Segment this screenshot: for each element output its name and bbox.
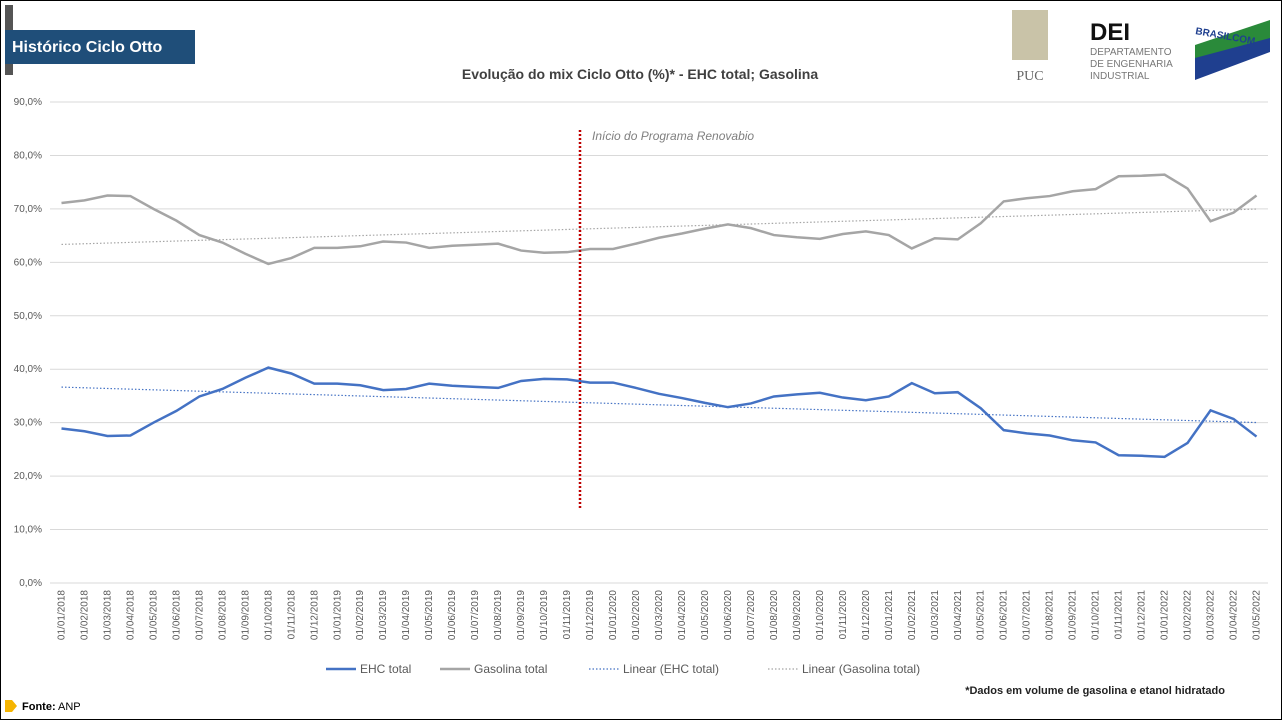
x-tick-label: 01/04/2019: [401, 590, 412, 640]
x-tick-label: 01/04/2018: [125, 590, 136, 640]
x-tick-label: 01/12/2019: [585, 590, 596, 640]
x-tick-label: 01/09/2018: [240, 590, 251, 640]
x-tick-label: 01/02/2019: [355, 590, 366, 640]
x-tick-label: 01/06/2021: [999, 590, 1010, 640]
legend-label: Linear (EHC total): [623, 662, 719, 676]
x-tick-label: 01/08/2018: [217, 590, 228, 640]
x-tick-label: 01/10/2019: [539, 590, 550, 640]
series-line: [61, 366, 1258, 459]
x-tick-label: 01/12/2018: [309, 590, 320, 640]
y-tick-label: 30,0%: [14, 418, 42, 429]
x-tick-label: 01/01/2019: [332, 590, 343, 640]
source-label: Fonte:: [22, 701, 56, 713]
x-tick-label: 01/09/2021: [1068, 590, 1079, 640]
y-tick-label: 0,0%: [19, 578, 42, 589]
puc-text: PUC: [1016, 69, 1043, 84]
x-tick-label: 01/01/2018: [56, 590, 67, 640]
dei-text: DEI: [1090, 19, 1130, 46]
x-tick-label: 01/02/2018: [79, 590, 90, 640]
y-tick-label: 60,0%: [14, 257, 42, 268]
y-tick-label: 10,0%: [14, 525, 42, 536]
dei-sub: INDUSTRIAL: [1090, 71, 1150, 82]
legend-label: EHC total: [360, 662, 411, 676]
x-tick-label: 01/01/2022: [1160, 590, 1171, 640]
x-tick-label: 01/05/2020: [700, 590, 711, 640]
x-tick-label: 01/09/2019: [516, 590, 527, 640]
x-tick-label: 01/06/2020: [723, 590, 734, 640]
x-tick-label: 01/04/2022: [1229, 590, 1240, 640]
footnote: *Dados em volume de gasolina e etanol hi…: [965, 685, 1225, 697]
x-tick-label: 01/06/2018: [171, 590, 182, 640]
y-tick-label: 70,0%: [14, 204, 42, 215]
x-tick-label: 01/10/2018: [263, 590, 274, 640]
x-tick-label: 01/06/2019: [447, 590, 458, 640]
brasilcom-logo: [1195, 38, 1270, 80]
x-tick-label: 01/11/2019: [562, 590, 573, 640]
x-tick-label: 01/07/2019: [470, 590, 481, 640]
x-tick-label: 01/07/2021: [1022, 590, 1033, 640]
x-tick-label: 01/10/2021: [1091, 590, 1102, 640]
x-tick-label: 01/12/2021: [1137, 590, 1148, 640]
x-tick-label: 01/10/2020: [815, 590, 826, 640]
source-text: ANP: [58, 701, 81, 713]
x-tick-label: 01/03/2022: [1206, 590, 1217, 640]
x-tick-label: 01/07/2020: [746, 590, 757, 640]
x-tick-label: 01/04/2021: [953, 590, 964, 640]
header-box: [5, 30, 195, 64]
legend-label: Gasolina total: [474, 662, 547, 676]
x-tick-label: 01/04/2020: [677, 590, 688, 640]
dei-sub: DEPARTAMENTO: [1090, 47, 1172, 58]
legend-label: Linear (Gasolina total): [802, 662, 920, 676]
x-tick-label: 01/03/2018: [102, 590, 113, 640]
x-tick-label: 01/09/2020: [792, 590, 803, 640]
x-tick-label: 01/03/2019: [378, 590, 389, 640]
dei-sub: DE ENGENHARIA: [1090, 59, 1173, 70]
x-tick-label: 01/01/2021: [884, 590, 895, 640]
series-line: [61, 173, 1258, 266]
x-tick-label: 01/02/2022: [1183, 590, 1194, 640]
x-tick-label: 01/08/2019: [493, 590, 504, 640]
x-tick-label: 01/11/2018: [286, 590, 297, 640]
plot: 0,0% 10,0% 20,0% 30,0% 40,0% 50,0% 60,0% 70,0% 8…: [14, 97, 1268, 676]
y-tick-label: 50,0%: [14, 311, 42, 322]
x-tick-label: 01/02/2021: [907, 590, 918, 640]
x-tick-label: 01/02/2020: [631, 590, 642, 640]
x-tick-label: 01/05/2019: [424, 590, 435, 640]
x-tick-label: 01/03/2021: [930, 590, 941, 640]
x-tick-label: 01/11/2021: [1114, 590, 1125, 640]
x-tick-label: 01/12/2020: [861, 590, 872, 640]
x-tick-label: 01/08/2020: [769, 590, 780, 640]
header-title: Histórico Ciclo Otto: [12, 39, 162, 56]
annotation: Início do Programa Renovabio: [592, 129, 754, 143]
chart-title: Evolução do mix Ciclo Otto (%)* - EHC to…: [462, 66, 818, 82]
x-tick-label: 01/08/2021: [1045, 590, 1056, 640]
x-tick-label: 01/05/2021: [976, 590, 987, 640]
puc-logo: [1012, 10, 1048, 60]
x-tick-label: 01/01/2020: [608, 590, 619, 640]
x-tick-label: 01/03/2020: [654, 590, 665, 640]
y-tick-label: 80,0%: [14, 150, 42, 161]
x-tick-label: 01/11/2020: [838, 590, 849, 640]
x-tick-label: 01/05/2022: [1252, 590, 1263, 640]
y-tick-label: 40,0%: [14, 364, 42, 375]
x-tick-label: 01/07/2018: [194, 590, 205, 640]
y-tick-label: 90,0%: [14, 97, 42, 108]
source-icon: [5, 700, 17, 712]
y-tick-label: 20,0%: [14, 471, 42, 482]
x-tick-label: 01/05/2018: [148, 590, 159, 640]
